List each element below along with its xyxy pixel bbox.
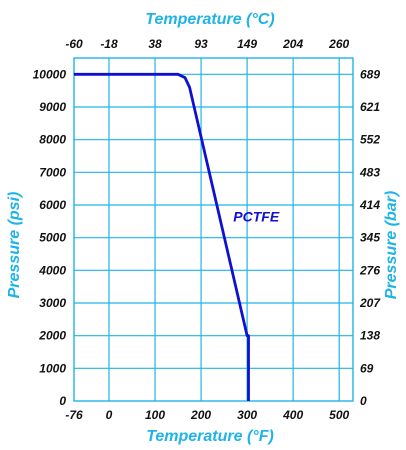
bottom-axis-title: Temperature (°F) [146,428,274,445]
right-tick-label: 414 [359,198,380,212]
right-tick-label: 0 [360,394,367,408]
right-tick-label: 345 [360,231,380,245]
left-tick-label: 1000 [39,361,66,375]
bottom-tick-label: 300 [237,408,257,422]
top-tick-label: 260 [328,37,349,51]
left-tick-label: 10000 [33,67,67,81]
series-label: PCTFE [233,208,280,224]
top-tick-label: -60 [65,37,83,51]
right-tick-label: 276 [359,263,380,277]
left-tick-label: 5000 [39,231,66,245]
right-axis-title: Pressure (bar) [383,191,400,300]
top-axis-ticks: -60 -18 38 93 149 204 260 [65,37,349,51]
right-axis-ticks: 0 69 138 207 276 345 414 483 552 621 689 [359,67,381,408]
top-axis-title: Temperature (°C) [145,11,274,28]
top-tick-label: -18 [100,37,118,51]
left-tick-label: 4000 [38,263,66,277]
right-tick-label: 138 [360,329,380,343]
left-tick-label: 7000 [39,165,66,179]
top-tick-label: 149 [237,37,257,51]
bottom-axis-ticks: -76 0 100 200 300 400 500 [65,408,349,422]
left-tick-label: 8000 [39,133,66,147]
bottom-tick-label: 200 [190,408,211,422]
right-tick-label: 483 [359,165,380,179]
left-axis-ticks: 0 1000 2000 3000 4000 5000 6000 7000 8000 9000 100… [33,67,67,408]
chart-grid [74,58,353,401]
bottom-tick-label: 500 [329,408,349,422]
left-tick-label: 2000 [38,329,66,343]
left-tick-label: 3000 [39,296,66,310]
right-tick-label: 552 [360,133,380,147]
left-tick-label: 9000 [39,100,66,114]
bottom-tick-label: 400 [282,408,303,422]
right-tick-label: 621 [360,100,380,114]
top-tick-label: 38 [148,37,162,51]
series-group: PCTFE [74,72,280,401]
series-line-pctfe [74,72,250,401]
left-tick-label: 6000 [39,198,66,212]
right-tick-label: 69 [360,361,374,375]
left-tick-label: 0 [59,394,66,408]
bottom-tick-label: 100 [145,408,165,422]
top-tick-label: 204 [282,37,303,51]
bottom-tick-label: -76 [65,408,83,422]
plot-frame [73,57,354,402]
top-tick-label: 93 [194,37,208,51]
right-tick-label: 689 [360,67,380,81]
left-axis-title: Pressure (psi) [6,192,23,299]
bottom-tick-label: 0 [106,408,113,422]
right-tick-label: 207 [359,296,381,310]
